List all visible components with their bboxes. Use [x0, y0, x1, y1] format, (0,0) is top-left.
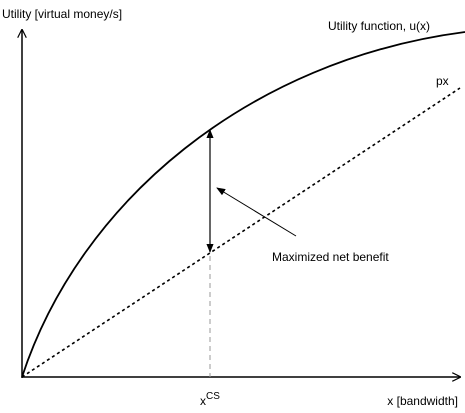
utility-label: Utility function, u(x) — [328, 19, 430, 33]
marker-superscript: CS — [206, 391, 220, 402]
pointer-arrow — [216, 187, 297, 237]
y-axis-label: Utility [virtual money/s] — [2, 7, 122, 21]
marker-label: xCS — [200, 391, 220, 408]
x-axis-label: x [bandwidth] — [387, 394, 458, 408]
marker-base: x — [200, 394, 206, 408]
price-label: px — [436, 74, 449, 88]
utility-curve — [21, 31, 465, 378]
annotation: Maximized net benefit — [272, 250, 389, 264]
price-line — [21, 87, 461, 378]
